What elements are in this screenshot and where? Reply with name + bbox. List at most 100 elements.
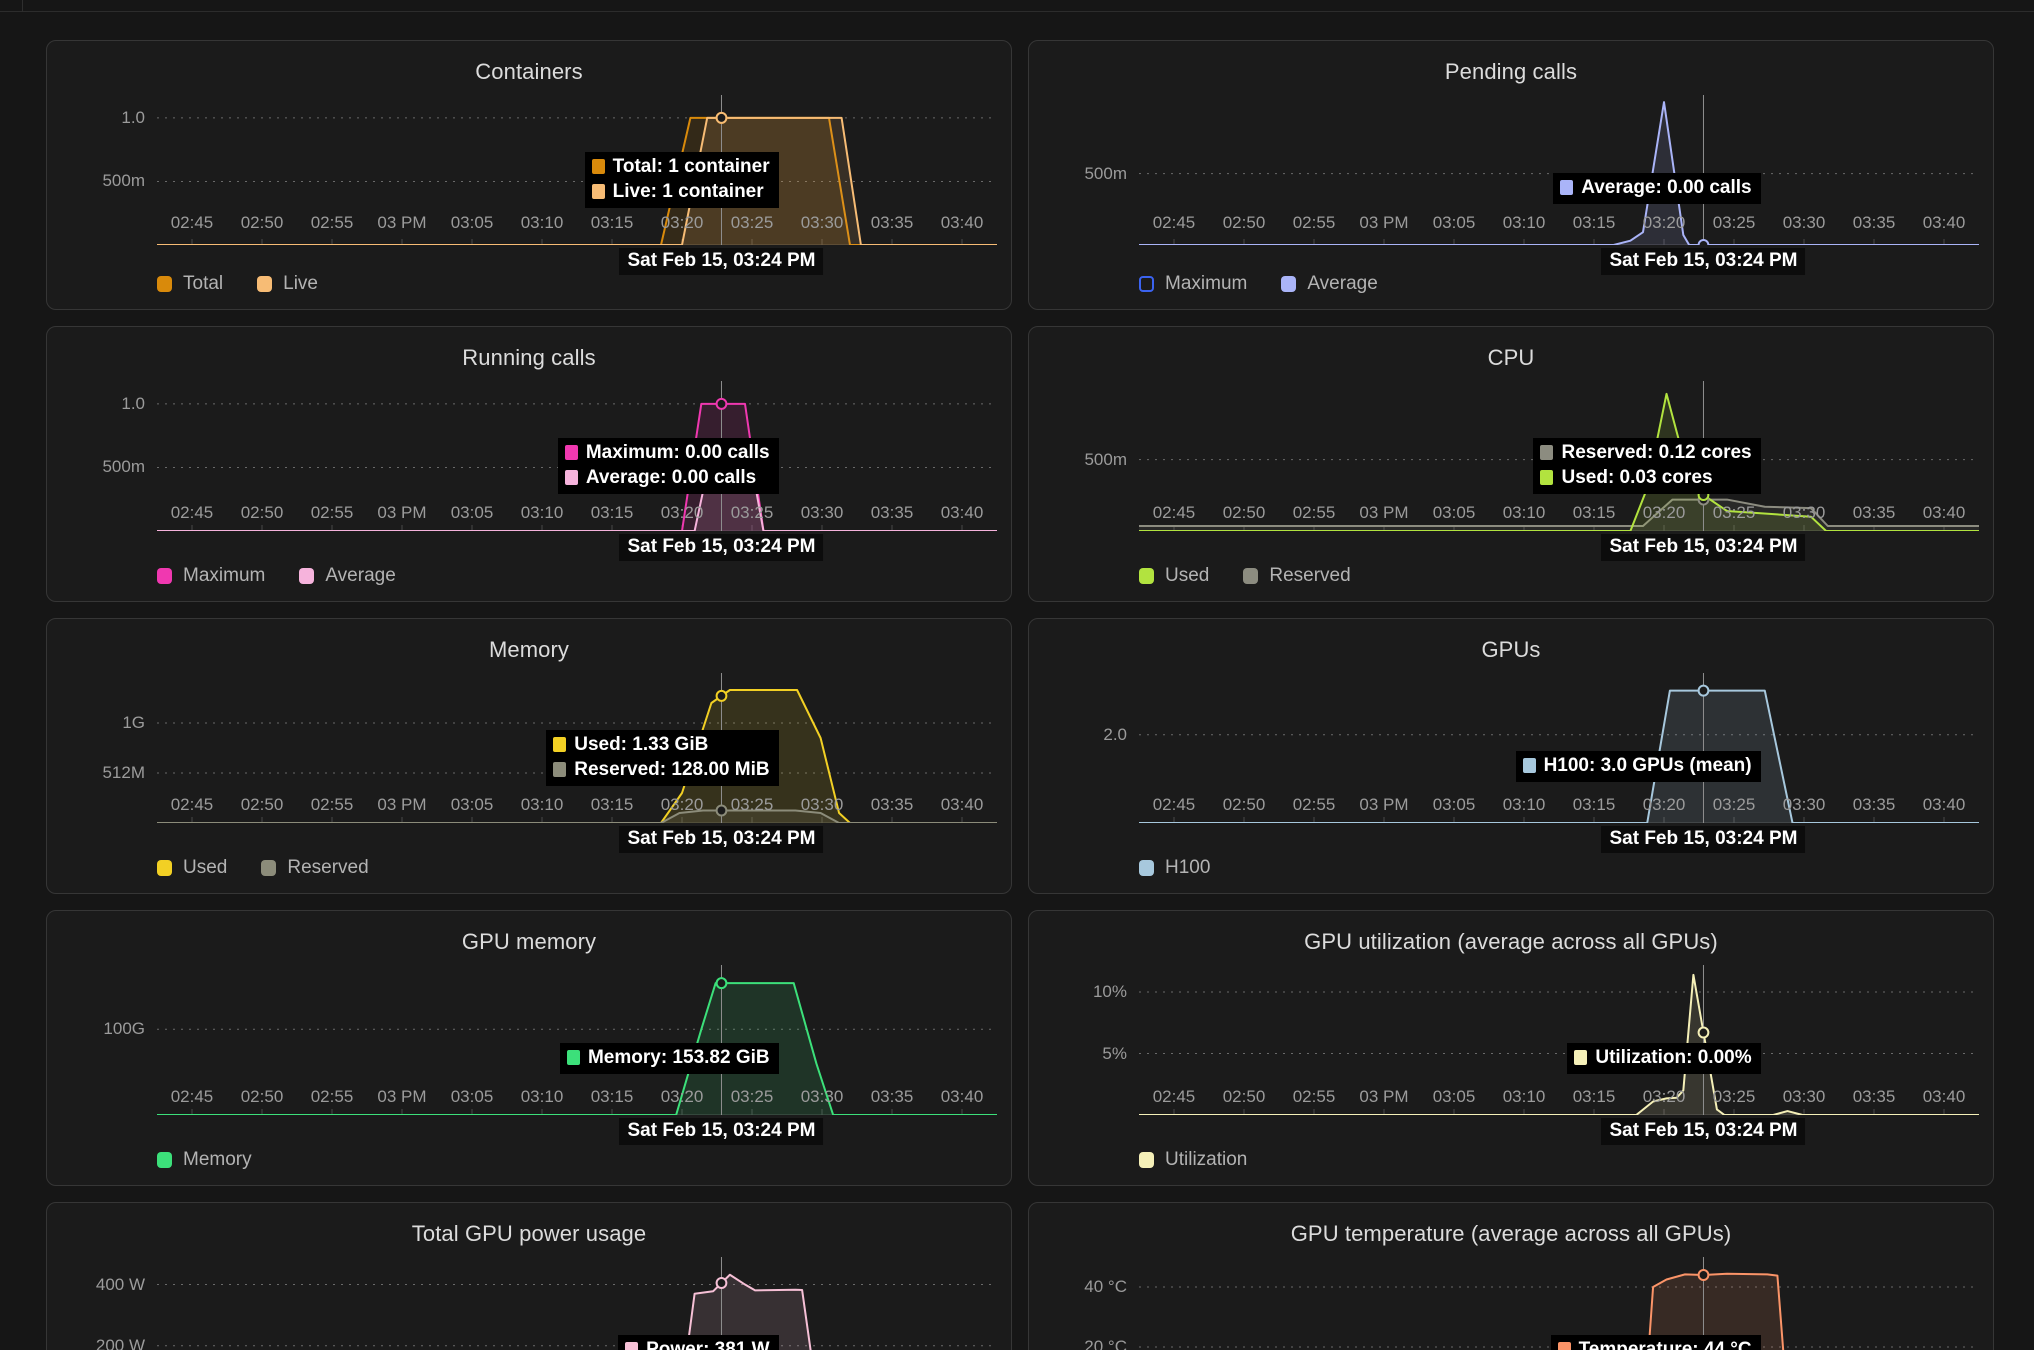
hover-tooltip: Average: 0.00 calls xyxy=(1553,173,1761,204)
y-axis-tick-label: 100G xyxy=(103,1019,145,1039)
tooltip-series-swatch xyxy=(566,1050,580,1066)
legend-label: Used xyxy=(1165,565,1210,586)
plot-area[interactable]: 1.0 500m Maximum: 0.00 calls Average: 0.00 … xyxy=(102,381,997,561)
x-axis-tick-label: 03:05 xyxy=(450,1087,494,1106)
tooltip-row: Total: 1 container xyxy=(591,155,770,179)
chart-title: Running calls xyxy=(462,345,596,370)
plot-area[interactable]: 500m Average: 0.00 calls Sat Feb 15, 03:24… xyxy=(1084,95,1979,275)
tooltip-row: Live: 1 container xyxy=(591,180,770,204)
tabbar-divider xyxy=(22,0,23,12)
tab-files[interactable]: Files xyxy=(642,0,746,12)
x-axis-tick-label: 03:25 xyxy=(1712,213,1756,232)
legend-item-live[interactable]: Live xyxy=(257,273,318,295)
legend-item-reserved[interactable]: Reserved xyxy=(261,857,369,879)
hover-tooltip: Temperature: 44 °C xyxy=(1550,1335,1761,1350)
x-axis-tick-label: 02:50 xyxy=(240,795,284,814)
x-axis-tick-label: 02:50 xyxy=(1222,795,1266,814)
hover-tooltip: H100: 3.0 GPUs (mean) xyxy=(1515,751,1761,782)
x-axis-tick-label: 02:45 xyxy=(1152,795,1196,814)
tab-details[interactable]: Details xyxy=(518,0,642,12)
tooltip-series-value: H100: 3.0 GPUs (mean) xyxy=(1543,755,1752,776)
legend-swatch xyxy=(1139,860,1154,876)
legend-swatch xyxy=(157,1152,172,1168)
y-axis-tick-label: 20 °C xyxy=(1084,1337,1127,1350)
x-axis-tick-label: 03:20 xyxy=(660,795,704,814)
tab-containers[interactable]: Containers xyxy=(223,0,385,12)
metrics-grid: Containers 1.0 500m Total: 1 container Live:… xyxy=(0,40,2034,1350)
x-axis-tick-label: 03:10 xyxy=(520,213,564,232)
chart-panel-gpu-temperature: GPU temperature (average across all GPUs… xyxy=(1028,1202,1994,1350)
x-axis-tick-label: 03 PM xyxy=(1359,795,1409,814)
plot-area[interactable]: 1G 512M Used: 1.33 GiB Reserved: 128.00 MiB… xyxy=(102,673,997,853)
x-axis-tick-label: 03:35 xyxy=(1852,213,1896,232)
chart-panel-pending-calls: Pending calls 500m Average: 0.00 calls Sat … xyxy=(1028,40,1994,310)
tooltip-series-value: Reserved: 128.00 MiB xyxy=(574,758,770,780)
legend-label: Maximum xyxy=(1165,273,1248,294)
tooltip-row: Power: 381 W xyxy=(625,1338,770,1350)
legend-label: Used xyxy=(183,857,228,878)
chart-title: Total GPU power usage xyxy=(411,1221,647,1246)
tab-metrics[interactable]: Metrics xyxy=(385,0,519,12)
x-axis-tick-label: 03:25 xyxy=(730,503,774,522)
x-axis-tick-label: 03:10 xyxy=(520,503,564,522)
plot-area[interactable]: 500m Reserved: 0.12 cores Used: 0.03 cores… xyxy=(1084,381,1979,561)
x-axis-tick-label: 03:30 xyxy=(800,1087,844,1106)
tooltip-series-swatch xyxy=(553,762,567,778)
chart-title: CPU xyxy=(1487,345,1535,370)
legend-item-used[interactable]: Used xyxy=(157,857,227,879)
y-axis-tick-label: 200 W xyxy=(95,1335,145,1350)
x-axis-tick-label: 03:20 xyxy=(1642,795,1686,814)
y-axis-tick-label: 5% xyxy=(1102,1043,1127,1063)
legend-item-maximum[interactable]: Maximum xyxy=(1139,273,1247,295)
plot-area[interactable]: 100G Memory: 153.82 GiB Sat Feb 15, 03:24 … xyxy=(103,965,997,1145)
chart-legend: H100 xyxy=(1139,857,1210,879)
x-axis-tick-label: 03:35 xyxy=(870,1087,914,1106)
x-axis-tick-label: 03:15 xyxy=(590,213,634,232)
tab-function-calls[interactable]: Function Calls xyxy=(30,0,223,12)
plot-area[interactable]: 1.0 500m Total: 1 container Live: 1 contain… xyxy=(102,95,997,275)
legend-item-reserved[interactable]: Reserved xyxy=(1243,565,1351,587)
chart-panel-running-calls: Running calls 1.0 500m Maximum: 0.00 calls A… xyxy=(46,326,1012,602)
hover-tooltip: Total: 1 container Live: 1 container xyxy=(584,152,779,208)
chart-canvas xyxy=(1139,673,1979,823)
x-axis-tick-label: 02:55 xyxy=(1292,503,1336,522)
tooltip-row: Reserved: 0.12 cores xyxy=(1540,441,1752,465)
tooltip-row: Temperature: 44 °C xyxy=(1557,1338,1752,1350)
chart-title: Pending calls xyxy=(1444,59,1578,84)
cursor-time-label: Sat Feb 15, 03:24 PM xyxy=(1601,1118,1806,1145)
x-axis-tick-label: 03:30 xyxy=(1782,213,1826,232)
tooltip-row: H100: 3.0 GPUs (mean) xyxy=(1522,754,1752,778)
legend-item-used[interactable]: Used xyxy=(1139,565,1209,587)
tooltip-series-value: Used: 0.03 cores xyxy=(1561,466,1713,488)
x-axis-tick-label: 02:50 xyxy=(1222,213,1266,232)
legend-item-average[interactable]: Average xyxy=(1281,273,1378,295)
chart-canvas xyxy=(157,965,997,1115)
legend-item-average[interactable]: Average xyxy=(299,565,396,587)
x-axis-tick-label: 03:35 xyxy=(870,795,914,814)
chart-canvas xyxy=(157,95,997,245)
legend-swatch xyxy=(299,568,315,584)
legend-item-h100[interactable]: H100 xyxy=(1139,857,1210,879)
x-axis-tick-label: 02:45 xyxy=(1152,503,1196,522)
hover-tooltip: Maximum: 0.00 calls Average: 0.00 calls xyxy=(557,438,779,494)
plot-area[interactable]: 10% 5% Utilization: 0.00% Sat Feb 15, 03:24… xyxy=(1093,965,1979,1145)
x-axis: 02:45 02:50 02:55 03 PM 03:05 03:10 03:15 03:20… xyxy=(1139,1087,1979,1113)
x-axis-tick-label: 03:15 xyxy=(1572,795,1616,814)
x-axis-tick-label: 03:20 xyxy=(1642,1087,1686,1106)
x-axis-tick-label: 03:25 xyxy=(1712,1087,1756,1106)
legend-item-utilization[interactable]: Utilization xyxy=(1139,1149,1247,1171)
x-axis: 02:45 02:50 02:55 03 PM 03:05 03:10 03:15 03:20… xyxy=(157,213,997,239)
x-axis-tick-label: 02:55 xyxy=(1292,1087,1336,1106)
plot-area[interactable]: 2.0 H100: 3.0 GPUs (mean) Sat Feb 15, 03:2… xyxy=(1103,673,1979,853)
cursor-time-label: Sat Feb 15, 03:24 PM xyxy=(619,1118,824,1145)
chart-title: GPU temperature (average across all GPUs… xyxy=(1290,1221,1732,1246)
legend-item-memory[interactable]: Memory xyxy=(157,1149,252,1171)
chart-title: Containers xyxy=(475,59,583,84)
y-axis-tick-label: 40 °C xyxy=(1084,1277,1127,1296)
legend-item-maximum[interactable]: Maximum xyxy=(157,565,265,587)
tooltip-series-swatch xyxy=(1574,1050,1588,1066)
x-axis-tick-label: 03:10 xyxy=(1502,503,1546,522)
legend-item-total[interactable]: Total xyxy=(157,273,223,295)
